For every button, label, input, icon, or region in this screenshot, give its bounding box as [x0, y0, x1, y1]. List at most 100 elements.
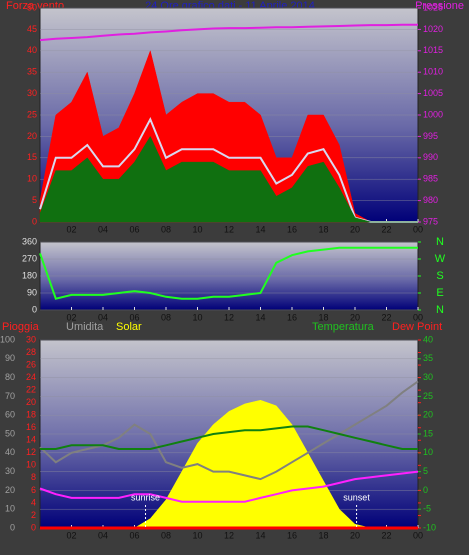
x-tick-label: 18 — [318, 224, 328, 234]
x-tick-label: 22 — [381, 312, 391, 322]
line-series — [39, 246, 418, 300]
line-series — [40, 425, 418, 450]
y2-tick-label: E — [436, 287, 443, 299]
x-tick-label: 08 — [161, 312, 171, 322]
x-tick-label: 16 — [287, 530, 297, 540]
annotation: sunset — [343, 492, 370, 502]
y-tick-label: 90 — [27, 287, 37, 297]
x-tick-label: 00 — [413, 312, 423, 322]
x-tick-label: 18 — [318, 312, 328, 322]
y2-tick-label: 995 — [423, 131, 438, 141]
y-tick-label: 360 — [22, 236, 37, 246]
x-tick-label: 14 — [255, 312, 265, 322]
x-tick-label: 10 — [192, 312, 202, 322]
y3-tick-label: 20 — [26, 397, 36, 407]
y3-tick-label: 28 — [26, 347, 36, 357]
y2-tick-label: 5 — [423, 466, 428, 476]
legend-label: Temperatura — [312, 321, 375, 333]
x-tick-label: 04 — [98, 312, 108, 322]
x-tick-label: 02 — [66, 530, 76, 540]
y3-tick-label: 24 — [26, 372, 36, 382]
y-tick-label: 100 — [0, 334, 15, 344]
y-tick-label: 270 — [22, 253, 37, 263]
y-tick-label: 45 — [27, 24, 37, 34]
y-tick-label: 0 — [32, 216, 37, 226]
y-tick-label: 0 — [10, 522, 15, 532]
y2-tick-label: 0 — [423, 485, 428, 495]
chart-title: 24 Ore grafico dati - 11 Aprile 2014 — [145, 0, 315, 12]
y3-tick-label: 12 — [26, 447, 36, 457]
x-tick-label: 06 — [129, 530, 139, 540]
y-axis-label: Forza vento — [6, 0, 64, 12]
y2-tick-label: 1020 — [423, 24, 443, 34]
x-tick-label: 16 — [287, 224, 297, 234]
y2-tick-label: 1025 — [423, 2, 443, 12]
y-tick-label: 20 — [27, 131, 37, 141]
y3-tick-label: 0 — [31, 522, 36, 532]
legend-label: Umidita — [66, 321, 104, 333]
x-tick-label: 00 — [413, 530, 423, 540]
annotation: sunrise — [131, 492, 160, 502]
x-tick-label: 14 — [255, 530, 265, 540]
y2-tick-label: 15 — [423, 428, 433, 438]
y-tick-label: 25 — [27, 109, 37, 119]
x-tick-label: 22 — [381, 224, 391, 234]
y2-tick-label: N — [436, 236, 444, 248]
x-tick-label: 10 — [192, 530, 202, 540]
y-tick-label: 60 — [5, 410, 15, 420]
y3-tick-label: 30 — [26, 334, 36, 344]
x-tick-label: 04 — [98, 224, 108, 234]
y-tick-label: 180 — [22, 270, 37, 280]
y3-tick-label: 14 — [26, 435, 36, 445]
x-tick-label: 10 — [192, 224, 202, 234]
y-tick-label: 15 — [27, 152, 37, 162]
y-tick-label: 20 — [5, 485, 15, 495]
y2-tick-label: 985 — [423, 174, 438, 184]
x-tick-label: 02 — [66, 312, 76, 322]
y3-tick-label: 8 — [31, 472, 36, 482]
y-tick-label: 10 — [27, 174, 37, 184]
x-tick-label: 14 — [255, 224, 265, 234]
y2-tick-label: 10 — [423, 447, 433, 457]
y-tick-label: 10 — [5, 504, 15, 514]
y3-tick-label: 2 — [31, 510, 36, 520]
legend-label: Dew Point — [392, 321, 442, 333]
x-tick-label: 20 — [350, 224, 360, 234]
y2-tick-label: N — [436, 304, 444, 316]
y2-tick-label: 30 — [423, 372, 433, 382]
x-tick-label: 20 — [350, 530, 360, 540]
y-tick-label: 30 — [5, 466, 15, 476]
y2-axis-label: Pressione — [415, 0, 464, 12]
y-tick-label: 35 — [27, 67, 37, 77]
y2-tick-label: -5 — [423, 504, 431, 514]
y2-tick-label: 25 — [423, 391, 433, 401]
y2-tick-label: 40 — [423, 334, 433, 344]
y-tick-label: 30 — [27, 88, 37, 98]
y2-tick-label: 1000 — [423, 109, 443, 119]
y3-tick-label: 10 — [26, 460, 36, 470]
x-tick-label: 12 — [224, 530, 234, 540]
line-series — [39, 470, 419, 503]
y3-tick-label: 18 — [26, 410, 36, 420]
y3-tick-label: 26 — [26, 359, 36, 369]
y3-tick-label: 16 — [26, 422, 36, 432]
y2-tick-label: 975 — [423, 216, 438, 226]
x-tick-label: 08 — [161, 224, 171, 234]
y-tick-label: 50 — [27, 2, 37, 12]
y-tick-label: 70 — [5, 391, 15, 401]
x-tick-label: 00 — [413, 224, 423, 234]
y2-tick-label: 20 — [423, 410, 433, 420]
y2-tick-label: S — [436, 270, 443, 282]
y-tick-label: 40 — [27, 45, 37, 55]
legend-label: Solar — [116, 321, 142, 333]
line-series — [39, 23, 418, 42]
y-tick-label: 90 — [5, 353, 15, 363]
y2-tick-label: 1015 — [423, 45, 443, 55]
area-series — [39, 135, 418, 223]
x-tick-label: 02 — [66, 224, 76, 234]
legend-label: Pioggia — [2, 321, 40, 333]
y3-tick-label: 22 — [26, 385, 36, 395]
y-tick-label: 0 — [32, 304, 37, 314]
x-tick-label: 20 — [350, 312, 360, 322]
